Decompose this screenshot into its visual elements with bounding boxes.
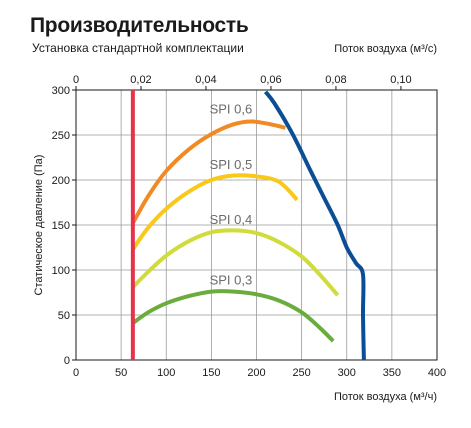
grid <box>75 89 438 361</box>
series-label: SPI 0,6 <box>210 101 253 116</box>
x2-tick-label: 0,08 <box>325 74 346 86</box>
x-tick-label: 100 <box>157 367 175 379</box>
axis-ticks: 0 50 100 150 200 250 300 350 400 0 50 100 150 200 250 3… <box>52 74 447 379</box>
y-tick-label: 100 <box>52 265 70 277</box>
x-axis-label: Поток воздуха (м³/ч) <box>334 391 437 403</box>
x2-tick-label: 0,02 <box>130 74 151 86</box>
y-tick-label: 150 <box>52 220 70 232</box>
page-title: Производительность <box>30 14 249 37</box>
series-labels: SPI 0,6 SPI 0,5 SPI 0,4 SPI 0,3 <box>210 101 253 287</box>
x-tick-label: 50 <box>115 367 127 379</box>
x-tick-label: 150 <box>202 367 220 379</box>
series-label: SPI 0,4 <box>210 212 253 227</box>
y-tick-label: 0 <box>64 355 70 367</box>
y-tick-label: 250 <box>52 130 70 142</box>
y-tick-label: 50 <box>58 310 70 322</box>
series-label: SPI 0,5 <box>210 157 253 172</box>
y-tick-label: 300 <box>52 85 70 97</box>
series-lines <box>130 90 366 361</box>
series-line-spi-0-4 <box>131 228 340 297</box>
x2-tick-label: 0 <box>73 74 79 86</box>
x-tick-label: 300 <box>338 367 356 379</box>
series-label: SPI 0,3 <box>210 272 253 287</box>
x2-tick-label: 0,04 <box>195 74 216 86</box>
y-tick-label: 200 <box>52 175 70 187</box>
x-tick-label: 200 <box>247 367 265 379</box>
x-tick-label: 0 <box>73 367 79 379</box>
series-line-spi-0-6 <box>131 119 286 225</box>
y-axis-label: Статическое давление (Па) <box>33 155 45 296</box>
series-line-spi-0-5 <box>131 173 299 251</box>
series-line <box>263 90 366 361</box>
x-tick-label: 250 <box>292 367 310 379</box>
x-tick-label: 400 <box>428 367 446 379</box>
x2-tick-label: 0,10 <box>390 74 411 86</box>
page-subtitle: Установка стандартной комплектации <box>32 41 244 55</box>
series-line-spi-0-3 <box>131 289 335 343</box>
x-tick-label: 350 <box>383 367 401 379</box>
x2-axis-label: Поток воздуха (м³/с) <box>334 43 437 55</box>
x2-tick-label: 0,06 <box>260 74 281 86</box>
